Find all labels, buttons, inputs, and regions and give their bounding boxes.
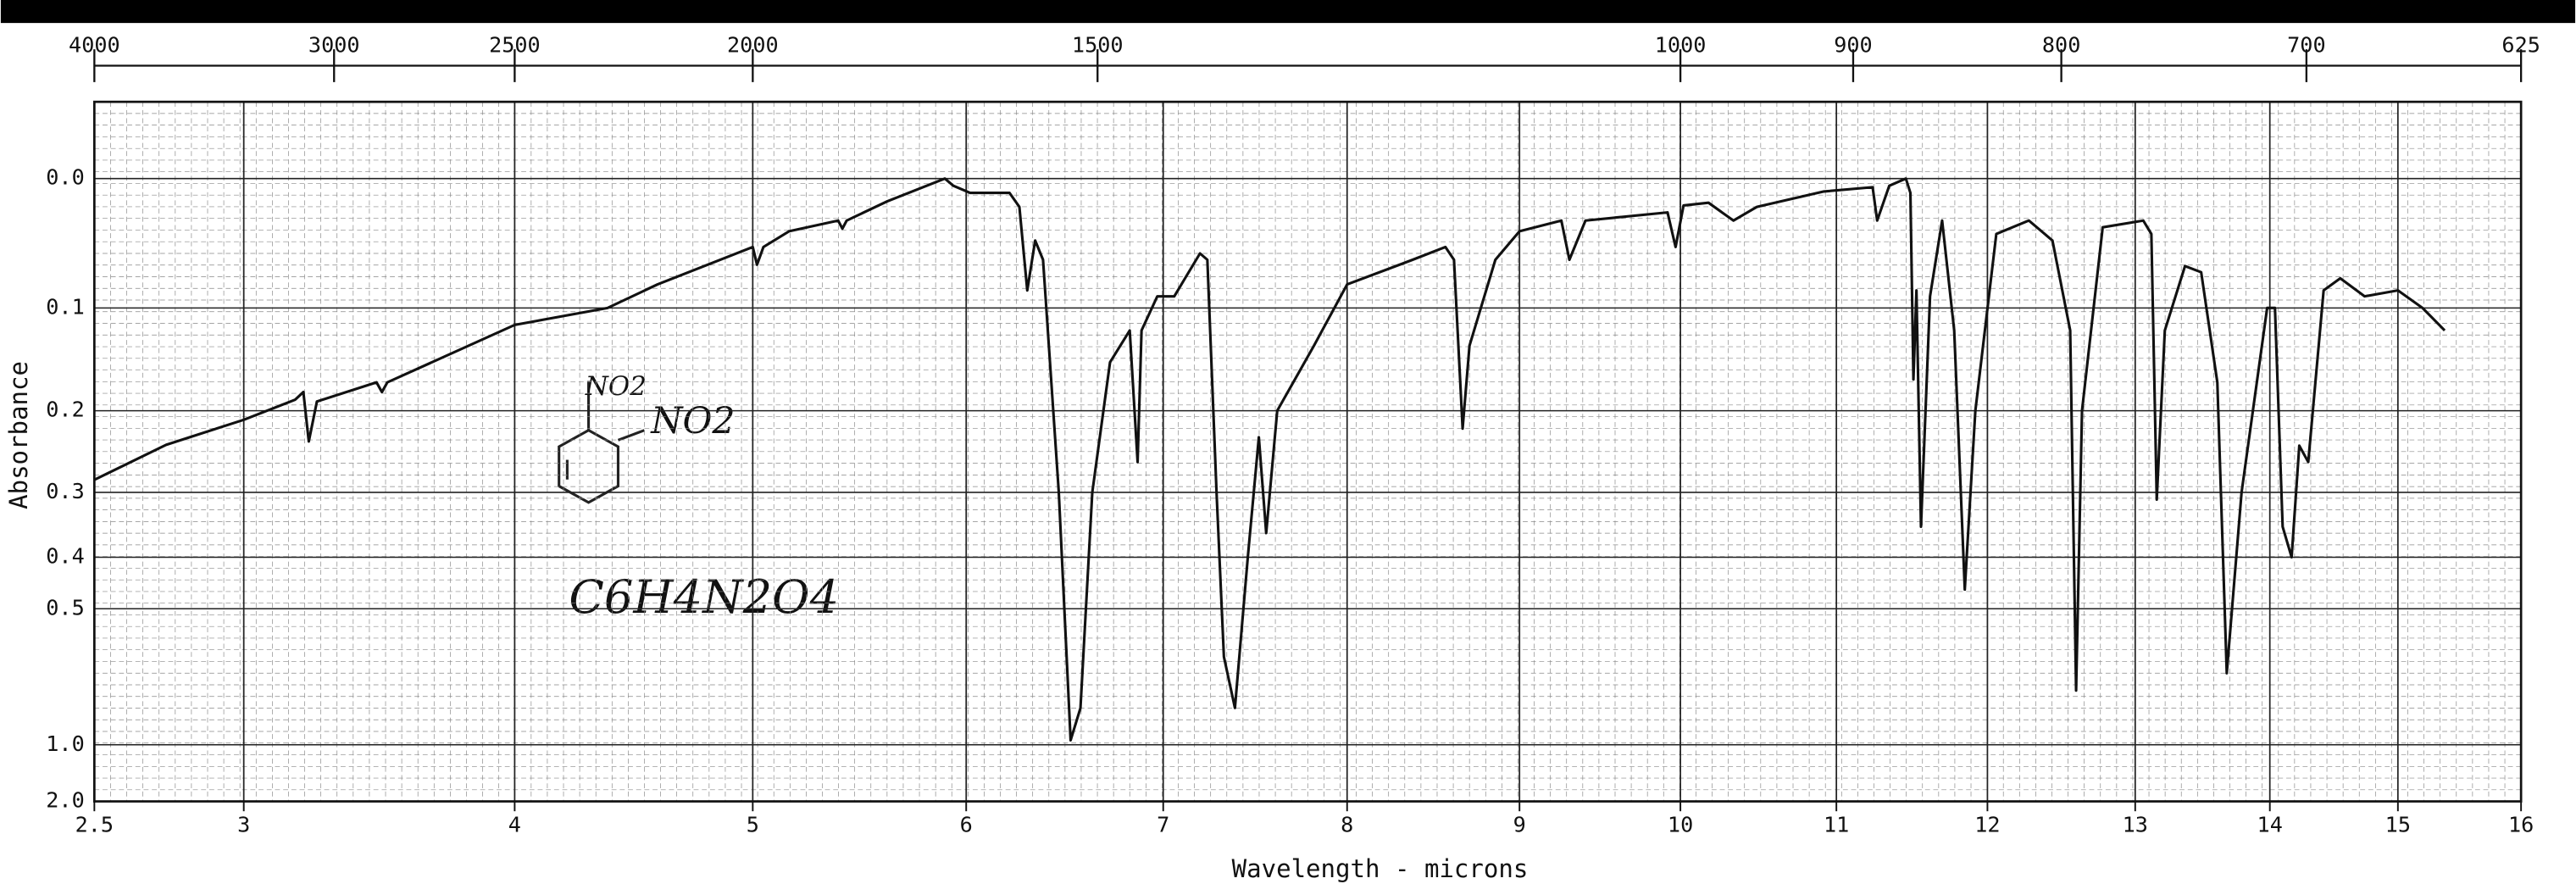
x-tick-label: 3 (237, 813, 250, 837)
y-tick-label: 0.4 (46, 543, 84, 568)
annotation: C6H4N2O4 (569, 570, 839, 624)
y-tick-label: 0.3 (46, 479, 84, 503)
y-tick-label: 0.5 (46, 595, 84, 620)
annotation: NO2 (585, 371, 647, 402)
plot-frame (92, 100, 2523, 803)
x2-tick-label: 4000 (69, 32, 120, 57)
y-tick-label: 0.2 (46, 397, 84, 422)
annotation: NO2 (650, 400, 735, 442)
x2-tick-label: 900 (1834, 32, 1872, 57)
grid (93, 101, 2523, 803)
x-tick-label: 13 (2123, 813, 2148, 837)
x-tick-label: 10 (1668, 813, 1693, 837)
x2-tick-label: 1500 (1072, 32, 1124, 57)
x-tick-label: 4 (508, 813, 521, 837)
x-tick-label: 5 (747, 813, 759, 837)
x2-tick-label: 3000 (308, 32, 360, 57)
y-axis-title: Absorbance (4, 361, 33, 509)
top-band (0, 0, 2576, 24)
x2-tick-label: 700 (2287, 32, 2325, 57)
y-tick-label: 2.0 (46, 788, 84, 813)
x-tick-label: 14 (2257, 813, 2283, 837)
y-tick-label: 1.0 (46, 731, 84, 756)
x-tick-label: 7 (1157, 813, 1169, 837)
x-tick-label: 6 (960, 813, 973, 837)
y-tick-label: 0.1 (46, 294, 84, 319)
x2-tick-label: 2000 (727, 32, 779, 57)
x2-tick-label: 800 (2042, 32, 2080, 57)
structure (558, 381, 645, 504)
x-tick-label: 11 (1824, 813, 1849, 837)
x2-tick-label: 625 (2501, 32, 2540, 57)
x-tick-label: 9 (1513, 813, 1526, 837)
x-tick-label: 2.5 (75, 813, 114, 837)
x2-tick-label: 2500 (489, 32, 541, 57)
x-tick-label: 15 (2385, 813, 2411, 837)
x-tick-label: 8 (1341, 813, 1353, 837)
x-tick-label: 12 (1974, 813, 2000, 837)
y-tick-label: 0.0 (46, 165, 84, 190)
x-axis-title: Wavelength - microns (1232, 854, 1529, 883)
spectrum-line (93, 177, 2446, 742)
x2-tick-label: 1000 (1655, 32, 1707, 57)
x-tick-label: 16 (2508, 813, 2534, 837)
